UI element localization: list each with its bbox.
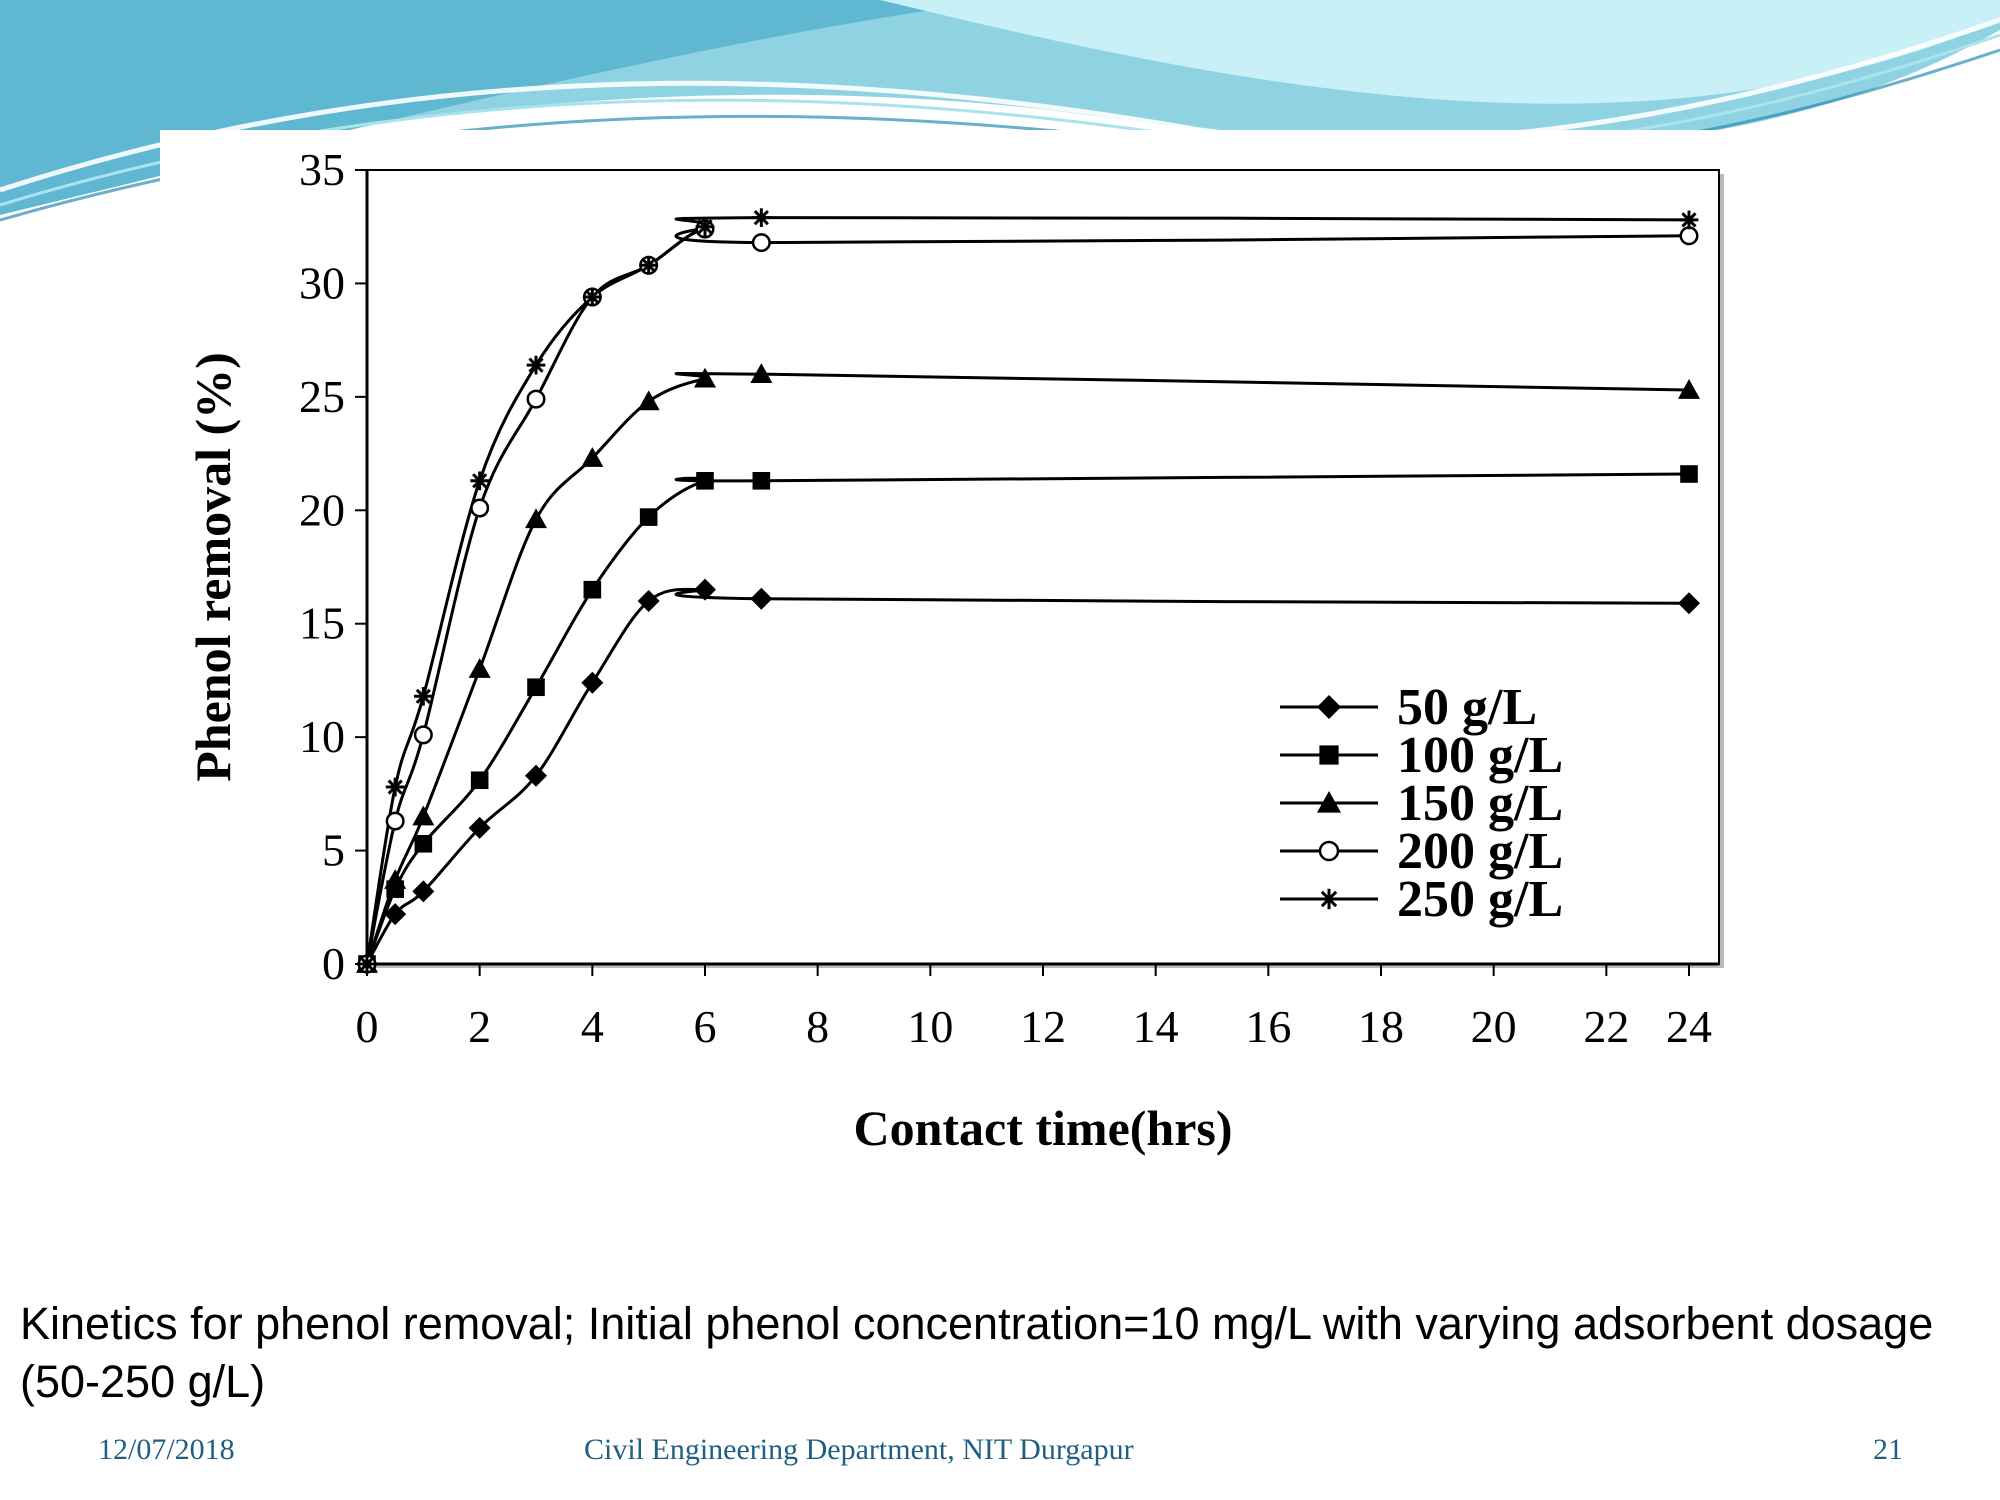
y-tick-label: 20 [299,484,345,535]
data-point-4 [526,389,546,409]
data-point-3 [581,447,604,467]
legend-label: 150 g/L [1397,775,1563,832]
legend-marker [1319,745,1339,765]
data-point-5 [357,954,377,974]
data-point-5 [413,686,433,706]
y-tick-label: 35 [299,144,345,195]
x-tick-label: 22 [1583,1001,1629,1052]
y-tick-label: 0 [322,938,345,989]
data-point-4 [413,725,433,745]
y-axis-ticks: 0 5 10 15 20 25 30 35 [299,144,367,989]
data-point-2 [583,580,602,599]
y-tick-label: 30 [299,257,345,308]
data-point-3 [1678,379,1700,399]
legend-marker [1317,695,1341,719]
data-point-1 [581,671,604,694]
y-tick-label: 5 [322,825,345,876]
footer-date: 12/07/2018 [98,1433,235,1466]
x-tick-label: 2 [468,1001,491,1052]
data-point-4 [751,233,771,253]
data-point-5 [385,777,405,797]
data-point-1 [468,816,491,839]
x-tick-label: 20 [1471,1001,1517,1052]
legend-marker [1318,888,1340,910]
data-point-1 [694,578,716,601]
data-point-5 [639,255,659,275]
legend-marker [1317,791,1341,813]
series-markers [356,208,1700,975]
data-point-2 [752,471,771,490]
data-point-5 [582,287,602,307]
x-tick-label: 12 [1020,1001,1066,1052]
x-tick-label: 18 [1358,1001,1404,1052]
data-point-1 [637,590,660,613]
wave-highlight [880,0,2000,104]
data-point-3 [694,367,716,388]
wave-line-1 [0,17,2000,193]
x-tick-label: 8 [806,1001,829,1052]
data-point-2 [1680,465,1698,483]
data-point-3 [412,805,435,826]
data-point-3 [384,869,407,889]
slide-caption: Kinetics for phenol removal; Initial phe… [20,1298,1934,1407]
x-tick-label: 6 [694,1001,717,1052]
wave-line-3 [0,33,2000,207]
x-tick-label: 4 [581,1001,604,1052]
legend-label: 200 g/L [1397,823,1563,880]
data-point-1 [750,587,773,610]
data-point-5 [695,217,715,237]
legend-marker [1318,840,1340,862]
data-point-2 [527,678,545,697]
x-tick-label: 24 [1666,1001,1712,1052]
data-point-1 [384,903,407,926]
data-point-3 [525,508,547,529]
data-point-1 [412,880,435,903]
data-point-3 [637,390,660,411]
data-point-4 [385,811,405,831]
data-point-3 [750,363,773,383]
footer-page-number: 21 [1873,1433,1903,1466]
y-tick-label: 25 [299,371,345,422]
data-point-1 [525,764,547,787]
data-point-5 [1679,210,1699,230]
data-point-2 [696,471,714,490]
data-point-2 [639,508,658,526]
x-tick-label: 14 [1133,1001,1179,1052]
legend-label: 50 g/L [1397,679,1537,736]
x-tick-label: 0 [356,1001,379,1052]
y-tick-label: 10 [299,711,345,762]
legend-label: 100 g/L [1397,727,1563,784]
data-point-2 [414,834,433,853]
data-point-5 [526,355,546,375]
wave-band-front [0,0,1000,215]
x-tick-label: 10 [907,1001,953,1052]
x-tick-label: 16 [1245,1001,1291,1052]
x-axis-title: Contact time(hrs) [853,1100,1232,1156]
data-point-4 [1679,226,1699,246]
data-point-5 [470,471,490,491]
data-point-1 [1678,592,1700,615]
data-point-2 [470,771,489,790]
legend-label: 250 g/L [1397,871,1563,928]
data-point-4 [470,498,490,518]
data-point-5 [751,208,771,227]
footer-department: Civil Engineering Department, NIT Durgap… [584,1433,1134,1466]
data-point-3 [468,658,491,678]
y-axis-title: Phenol removal (%) [185,352,241,782]
x-axis-ticks: 0 2 4 6 8 10 12 14 16 18 20 22 24 [356,964,1712,1052]
y-tick-label: 15 [299,598,345,649]
